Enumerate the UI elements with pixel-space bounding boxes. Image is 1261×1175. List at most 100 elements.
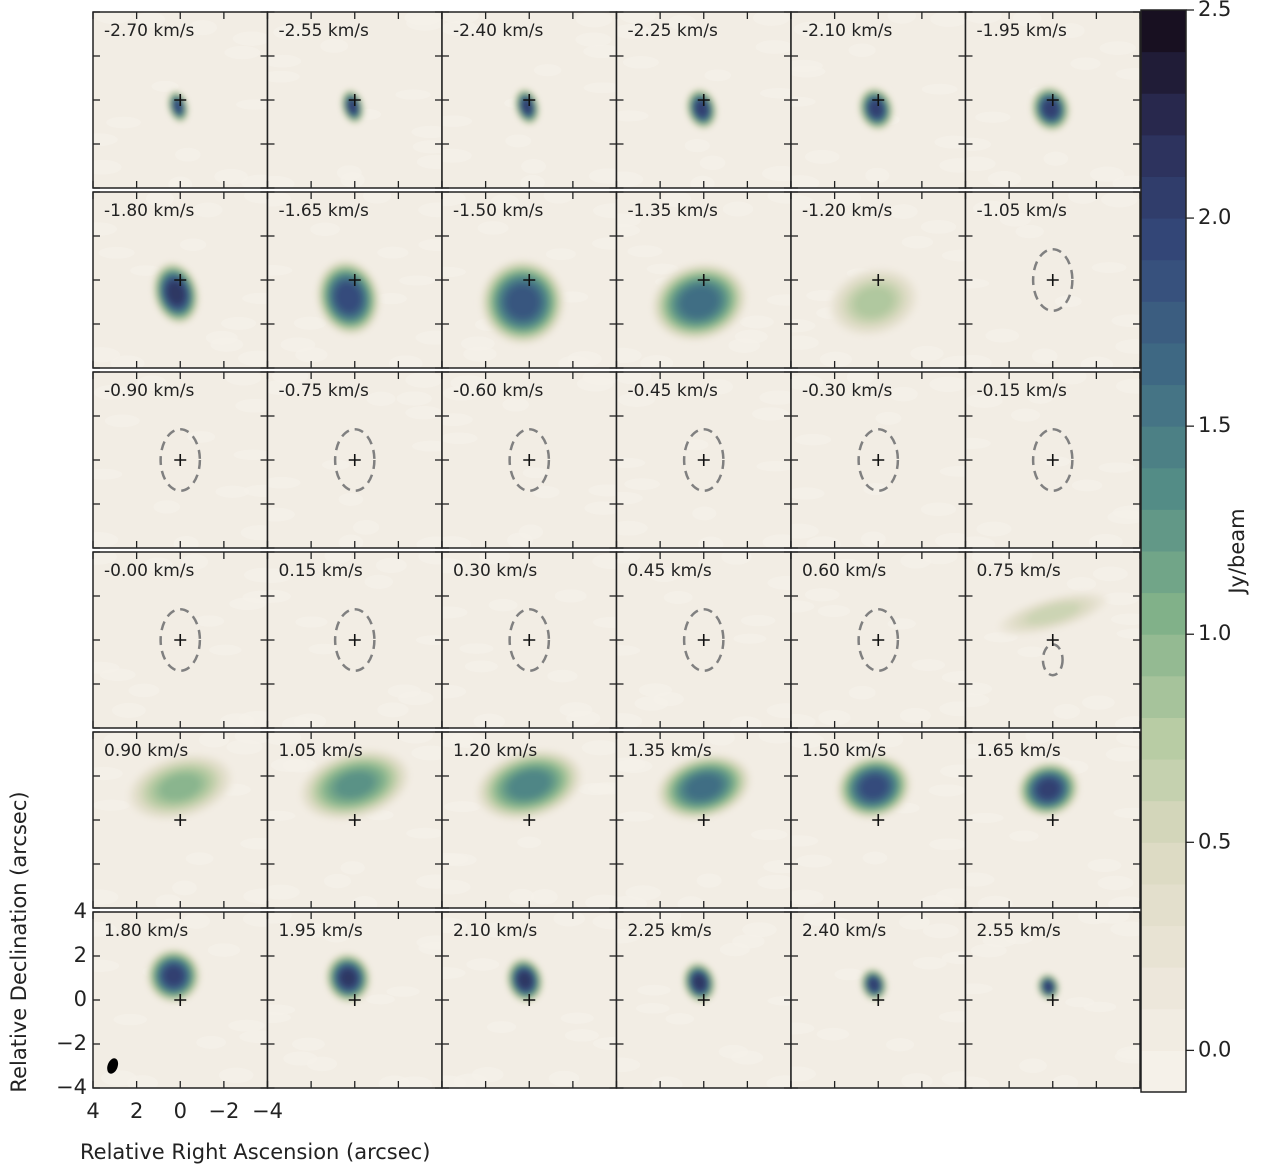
- noise: [707, 732, 735, 746]
- noise: [662, 192, 692, 207]
- noise: [239, 1030, 268, 1044]
- noise: [93, 766, 123, 781]
- noise: [616, 110, 649, 122]
- channel-label: -2.55 km/s: [279, 21, 370, 41]
- noise: [267, 507, 295, 522]
- noise: [103, 732, 139, 749]
- center-cross: [872, 454, 885, 466]
- noise: [442, 20, 479, 36]
- emission: [859, 967, 888, 1002]
- absorption-contour: [1031, 427, 1074, 493]
- noise: [533, 64, 562, 77]
- noise: [411, 125, 442, 139]
- noise: [581, 740, 617, 756]
- channel-label: -1.35 km/s: [628, 201, 719, 221]
- center-cross: [174, 94, 187, 106]
- panel: -1.35 km/s: [615, 191, 792, 369]
- noise: [267, 54, 302, 68]
- noise: [442, 879, 471, 895]
- noise: [965, 1076, 990, 1088]
- noise: [588, 484, 617, 497]
- noise: [740, 614, 776, 627]
- channel-label: 1.20 km/s: [453, 741, 537, 761]
- panel: -2.55 km/s: [266, 11, 443, 189]
- noise: [1043, 151, 1069, 166]
- noise: [1015, 224, 1044, 239]
- channel-label: -0.00 km/s: [104, 561, 195, 581]
- noise: [791, 374, 824, 391]
- noise: [591, 237, 617, 250]
- noise: [616, 347, 642, 364]
- noise: [93, 222, 118, 236]
- noise: [1087, 858, 1122, 873]
- noise: [267, 476, 301, 489]
- noise: [816, 1027, 850, 1041]
- panel-map: [791, 552, 966, 728]
- noise: [901, 235, 934, 249]
- noise: [975, 111, 1011, 123]
- noise: [791, 335, 819, 350]
- center-cross: [697, 994, 710, 1006]
- x-tick-label: 0: [174, 1099, 187, 1123]
- noise: [486, 1021, 517, 1033]
- channel-label: -1.80 km/s: [104, 201, 195, 221]
- center-cross: [348, 634, 361, 646]
- noise: [684, 138, 710, 153]
- panel: -0.30 km/s: [790, 371, 967, 549]
- emission: [480, 259, 566, 345]
- noise: [941, 1071, 966, 1087]
- channel-label: -0.45 km/s: [628, 381, 719, 401]
- noise: [411, 745, 442, 761]
- channel-label: -0.90 km/s: [104, 381, 195, 401]
- noise: [795, 854, 833, 868]
- noise: [791, 96, 816, 107]
- channel-label: -0.15 km/s: [977, 381, 1068, 401]
- noise: [397, 732, 434, 744]
- noise: [1114, 716, 1140, 728]
- noise: [104, 414, 140, 428]
- noise: [1088, 533, 1123, 548]
- noise: [1066, 576, 1097, 591]
- colorbar-band: [1141, 1050, 1186, 1093]
- colorbar-band: [1141, 592, 1186, 635]
- noise: [690, 175, 715, 188]
- noise: [181, 554, 209, 570]
- noise: [175, 147, 201, 162]
- panel: 0.60 km/s: [790, 551, 967, 729]
- noise: [113, 1013, 148, 1026]
- noise: [575, 12, 613, 28]
- noise: [729, 716, 762, 728]
- noise: [267, 732, 302, 746]
- colorbar-tick-label: 1.0: [1198, 621, 1231, 645]
- panel-map: [965, 912, 1140, 1088]
- noise: [910, 345, 944, 361]
- colorbar-band: [1141, 134, 1186, 177]
- noise: [767, 995, 791, 1006]
- noise: [418, 202, 442, 218]
- colorbar-band: [1141, 800, 1186, 843]
- center-cross: [872, 274, 885, 286]
- noise: [766, 703, 791, 719]
- x-axis-label: Relative Right Ascension (arcsec): [80, 1140, 430, 1164]
- emission: [505, 956, 545, 1004]
- noise: [791, 732, 825, 749]
- noise: [966, 812, 1004, 823]
- center-cross: [1046, 814, 1059, 826]
- noise: [698, 536, 724, 548]
- center-cross: [697, 274, 710, 286]
- noise: [1108, 896, 1140, 908]
- absorption-contour: [1041, 643, 1064, 677]
- noise: [930, 12, 966, 27]
- noise: [530, 889, 558, 905]
- center-cross: [872, 94, 885, 106]
- absorption-contour: [682, 607, 725, 673]
- center-cross: [872, 634, 885, 646]
- panel: -1.20 km/s: [790, 191, 967, 369]
- absorption-contour: [857, 607, 900, 673]
- channel-label: 1.50 km/s: [802, 741, 886, 761]
- noise: [1113, 807, 1140, 819]
- emission-level: [336, 772, 374, 797]
- channel-label: 1.35 km/s: [628, 741, 712, 761]
- noise: [101, 1070, 137, 1086]
- noise: [616, 457, 646, 469]
